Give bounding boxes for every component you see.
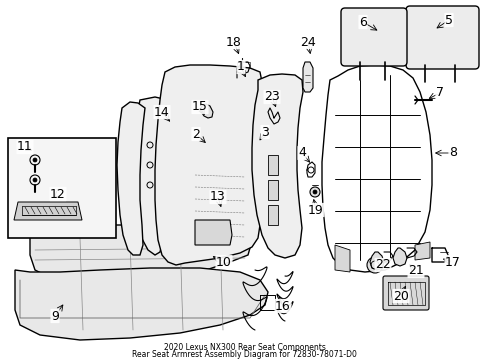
Circle shape	[366, 257, 382, 273]
Polygon shape	[303, 62, 312, 92]
Text: 5: 5	[444, 13, 452, 27]
Text: 14: 14	[154, 105, 169, 118]
Text: 22: 22	[374, 258, 390, 271]
Text: 24: 24	[300, 36, 315, 49]
Polygon shape	[251, 74, 303, 258]
Text: 18: 18	[225, 36, 242, 49]
Text: 6: 6	[358, 15, 366, 28]
Text: 2020 Lexus NX300 Rear Seat Components: 2020 Lexus NX300 Rear Seat Components	[163, 343, 325, 352]
Text: 13: 13	[210, 190, 225, 203]
Text: 3: 3	[261, 126, 268, 139]
Text: 20: 20	[392, 289, 408, 302]
Polygon shape	[200, 104, 213, 118]
Text: 21: 21	[407, 265, 423, 278]
Text: 12: 12	[50, 188, 66, 201]
Circle shape	[33, 178, 37, 182]
FancyBboxPatch shape	[340, 8, 406, 66]
Polygon shape	[267, 180, 278, 200]
FancyBboxPatch shape	[405, 6, 478, 69]
Text: 9: 9	[51, 310, 59, 323]
Circle shape	[33, 158, 37, 162]
Text: 16: 16	[275, 300, 290, 312]
Polygon shape	[369, 252, 383, 270]
Polygon shape	[155, 65, 262, 265]
Text: 17: 17	[444, 256, 460, 269]
Polygon shape	[30, 225, 249, 285]
Text: 2: 2	[192, 127, 200, 140]
Polygon shape	[15, 268, 267, 340]
Polygon shape	[392, 248, 406, 266]
Circle shape	[309, 187, 319, 197]
Text: 15: 15	[192, 100, 207, 113]
Polygon shape	[117, 102, 145, 255]
Text: 10: 10	[216, 256, 231, 269]
Text: 7: 7	[435, 86, 443, 99]
FancyBboxPatch shape	[382, 276, 428, 310]
Polygon shape	[267, 155, 278, 175]
Polygon shape	[267, 205, 278, 225]
Polygon shape	[414, 242, 429, 260]
Text: 4: 4	[298, 147, 305, 159]
Polygon shape	[334, 245, 349, 272]
Polygon shape	[195, 220, 231, 245]
Text: 1: 1	[237, 60, 244, 73]
Polygon shape	[132, 97, 172, 255]
Text: 11: 11	[17, 140, 33, 153]
Text: Rear Seat Armrest Assembly Diagram for 72830-78071-D0: Rear Seat Armrest Assembly Diagram for 7…	[132, 350, 356, 359]
Polygon shape	[14, 202, 82, 220]
Bar	[8, 138, 116, 238]
Text: 8: 8	[448, 147, 456, 159]
Circle shape	[312, 190, 316, 194]
Text: 23: 23	[264, 90, 279, 104]
Text: 19: 19	[307, 203, 323, 216]
